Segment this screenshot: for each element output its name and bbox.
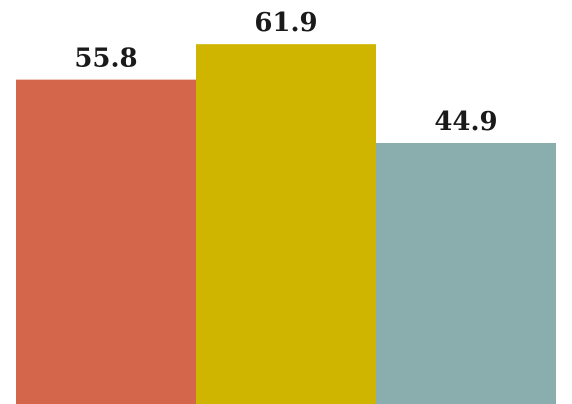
bar-3 [376, 143, 556, 404]
bar-2 [196, 44, 376, 404]
bar-value-label-1: 55.8 [74, 44, 137, 74]
bar-value-label-2: 61.9 [254, 8, 317, 38]
value-labels-group: 55.8 61.9 44.9 [74, 8, 497, 137]
bar-1 [16, 79, 196, 404]
bars-group [16, 44, 556, 404]
bar-value-label-3: 44.9 [434, 107, 497, 137]
